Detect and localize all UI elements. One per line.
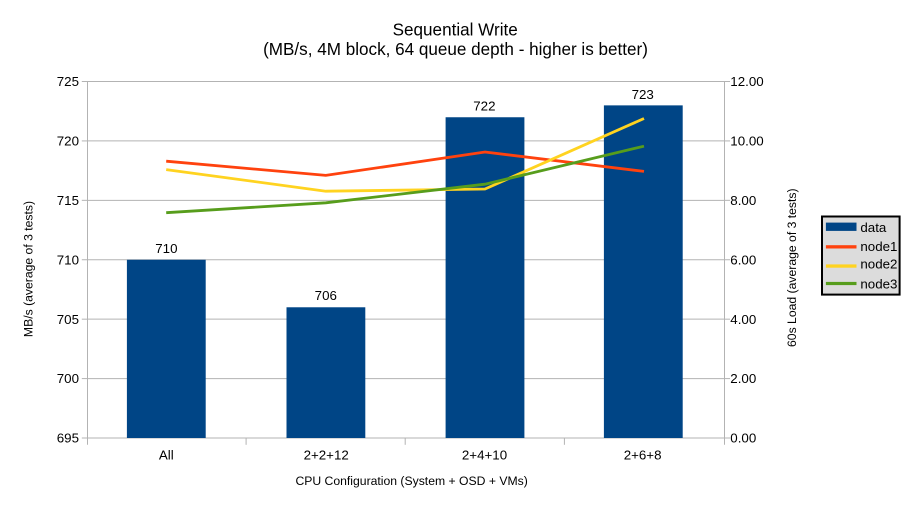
svg-text:60s Load (average of 3 tests): 60s Load (average of 3 tests)	[785, 188, 799, 347]
svg-text:node1: node1	[860, 239, 897, 254]
svg-text:Sequential Write: Sequential Write	[393, 21, 518, 40]
svg-text:10.00: 10.00	[730, 134, 763, 149]
svg-text:12.00: 12.00	[730, 74, 763, 89]
svg-text:node3: node3	[860, 276, 897, 291]
svg-text:CPU Configuration (System + OS: CPU Configuration (System + OSD + VMs)	[295, 474, 527, 488]
svg-text:(MB/s, 4M block, 64 queue dept: (MB/s, 4M block, 64 queue depth - higher…	[263, 40, 648, 59]
svg-text:node2: node2	[860, 257, 897, 272]
svg-text:0.00: 0.00	[730, 431, 756, 446]
svg-text:2.00: 2.00	[730, 371, 756, 386]
svg-text:700: 700	[57, 371, 79, 386]
svg-text:MB/s (average of 3 tests): MB/s (average of 3 tests)	[22, 201, 36, 337]
svg-text:All: All	[159, 447, 174, 462]
svg-text:2+2+12: 2+2+12	[304, 447, 349, 462]
svg-text:695: 695	[57, 431, 79, 446]
svg-text:706: 706	[315, 288, 337, 303]
svg-text:6.00: 6.00	[730, 252, 756, 267]
svg-text:715: 715	[57, 193, 79, 208]
svg-text:720: 720	[57, 134, 79, 149]
svg-text:710: 710	[57, 252, 79, 267]
svg-text:705: 705	[57, 312, 79, 327]
svg-text:2+6+8: 2+6+8	[624, 447, 662, 462]
svg-text:4.00: 4.00	[730, 312, 756, 327]
svg-text:8.00: 8.00	[730, 193, 756, 208]
svg-text:710: 710	[155, 241, 177, 256]
svg-text:722: 722	[473, 98, 495, 113]
svg-text:723: 723	[632, 87, 654, 102]
svg-text:2+4+10: 2+4+10	[462, 447, 507, 462]
svg-text:725: 725	[57, 74, 79, 89]
svg-text:data: data	[860, 220, 887, 235]
